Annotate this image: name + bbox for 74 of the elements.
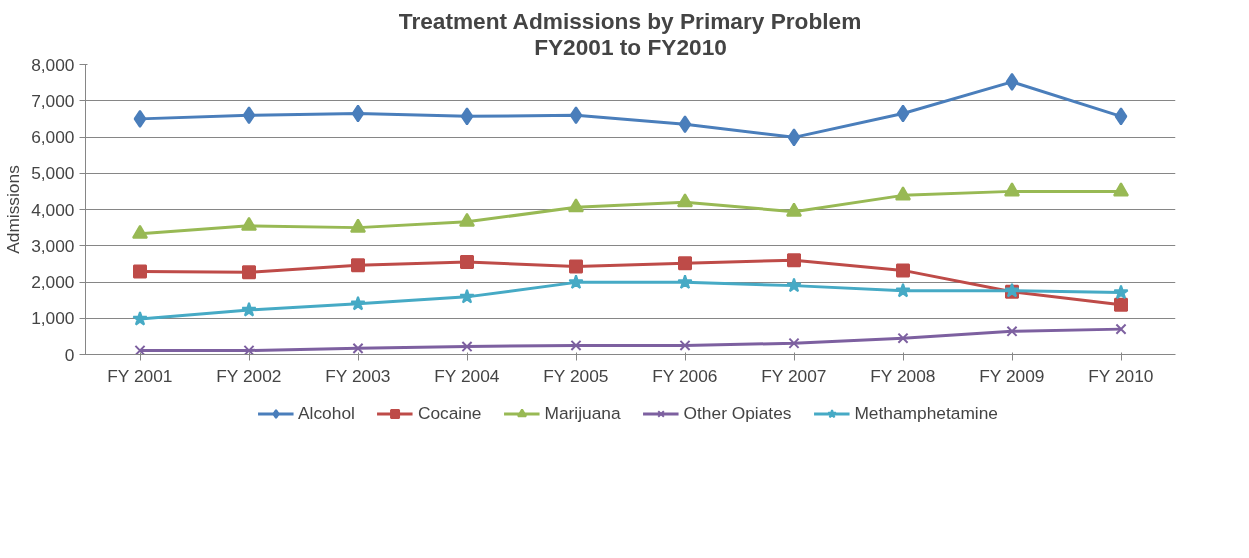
point (897, 332, 909, 344)
point (677, 274, 693, 290)
point (134, 344, 146, 355)
y-axis-title: Admissions (3, 164, 24, 254)
point (242, 265, 256, 280)
point (1005, 72, 1019, 91)
legend-label: Cocaine (417, 402, 482, 424)
x-tick-label: FY 2002 (216, 365, 282, 386)
x-tick-label: FY 2008 (870, 365, 936, 386)
point (788, 337, 800, 349)
legend-label: Other Opiates (683, 402, 792, 424)
point (570, 339, 582, 352)
point (351, 258, 365, 273)
point (1115, 323, 1127, 335)
point (460, 255, 474, 270)
point (1006, 325, 1018, 337)
point (461, 340, 473, 353)
point (678, 115, 692, 134)
point (133, 264, 147, 279)
point (1114, 107, 1128, 126)
point (895, 186, 911, 201)
x-tick-label: FY 2001 (107, 365, 173, 386)
point (896, 104, 910, 123)
point (241, 301, 257, 317)
point (677, 193, 693, 208)
point (241, 216, 257, 231)
point (460, 107, 474, 126)
legend-label: Alcohol (298, 402, 355, 424)
point (786, 277, 802, 293)
point (678, 256, 692, 271)
y-tick-label: 4,000 (31, 199, 75, 220)
point (133, 109, 147, 128)
point (786, 202, 802, 217)
point (351, 104, 365, 123)
y-tick-label: 3,000 (31, 235, 75, 256)
point (568, 198, 584, 213)
legend-label: Marijuana (544, 402, 621, 424)
point (459, 288, 475, 304)
point (568, 274, 584, 290)
point (679, 339, 691, 352)
x-tick-label: FY 2004 (434, 365, 500, 386)
y-tick-label: 5,000 (31, 163, 75, 184)
x-tick-label: FY 2009 (979, 365, 1045, 386)
x-tick-label: FY 2006 (652, 365, 718, 386)
y-tick-label: 1,000 (31, 308, 75, 329)
point (1004, 182, 1020, 197)
point (895, 282, 911, 298)
x-tick-label: FY 2010 (1088, 365, 1154, 386)
x-tick-label: FY 2007 (761, 365, 827, 386)
point (352, 342, 364, 354)
point (569, 106, 583, 125)
point (242, 106, 256, 125)
x-tick-label: FY 2005 (543, 365, 609, 386)
y-tick-label: 7,000 (31, 90, 75, 111)
point (896, 263, 910, 278)
point (132, 310, 148, 326)
point (1113, 182, 1129, 197)
point (787, 128, 801, 147)
point (350, 218, 366, 233)
point (1114, 297, 1128, 312)
legend-label: Methamphetamine (854, 402, 998, 424)
x-tick-label: FY 2003 (325, 365, 391, 386)
y-tick-label: 6,000 (31, 127, 75, 147)
point (459, 212, 475, 227)
point (132, 224, 148, 239)
point (787, 253, 801, 268)
point (1113, 284, 1129, 300)
point (350, 295, 366, 311)
y-tick-label: 2,000 (31, 272, 75, 292)
point (569, 259, 583, 274)
y-tick-label: 8,000 (31, 54, 75, 75)
chart-title: Treatment Admissions by Primary Problem FY2001 to FY2010 (398, 7, 862, 60)
y-tick-label: 0 (64, 344, 75, 365)
point (243, 344, 255, 355)
